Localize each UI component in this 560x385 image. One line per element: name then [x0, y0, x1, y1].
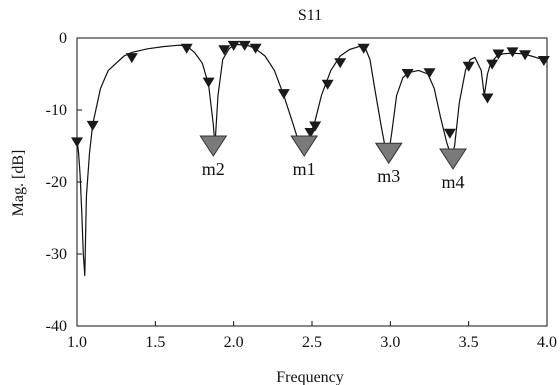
small-marker [423, 68, 436, 79]
small-marker [238, 40, 251, 51]
small-marker [537, 56, 550, 67]
small-markers [71, 40, 550, 148]
x-tick-label: 2.5 [302, 334, 322, 351]
small-marker [125, 53, 138, 64]
small-marker [277, 89, 290, 100]
small-marker [180, 43, 193, 54]
marker-m2 [199, 135, 228, 157]
marker-m3 [374, 142, 403, 165]
plot-frame [76, 37, 548, 327]
small-marker [443, 128, 456, 139]
x-tick-label: 4.0 [537, 334, 557, 351]
x-axis-title: Frequency [276, 369, 344, 385]
small-marker [481, 93, 494, 104]
small-marker [202, 77, 215, 88]
small-marker [357, 43, 370, 54]
x-tick-label: 3.0 [380, 334, 400, 351]
small-marker [486, 59, 499, 70]
small-marker [304, 128, 317, 139]
marker-label-m4: m4 [441, 172, 464, 192]
y-tick-label: -40 [46, 318, 67, 335]
marker-m4 [439, 148, 467, 170]
small-marker [218, 45, 231, 56]
small-marker [86, 120, 99, 131]
small-marker [334, 58, 347, 69]
chart-title: S11 [298, 7, 322, 24]
x-tick-label: 2.0 [224, 334, 244, 351]
small-marker [249, 43, 262, 54]
big-markers: m2 m1 m3 m4 [199, 135, 467, 192]
small-marker [462, 61, 475, 72]
small-marker [401, 69, 414, 79]
plot-border [76, 37, 548, 327]
small-marker [492, 49, 505, 60]
small-marker [227, 40, 240, 51]
x-axis-ticks: 1.0 1.5 2.0 2.5 3.0 3.5 4.0 [67, 321, 557, 351]
x-tick-label: 1.0 [67, 334, 87, 351]
y-tick-label: -10 [46, 102, 67, 119]
marker-label-m1: m1 [293, 159, 316, 179]
marker-label-m2: m2 [202, 159, 225, 179]
y-tick-label: -20 [46, 174, 67, 191]
marker-label-m3: m3 [377, 166, 400, 186]
small-marker [519, 50, 532, 61]
x-tick-label: 1.5 [145, 334, 165, 351]
y-axis-title: Mag. [dB] [10, 150, 27, 217]
y-tick-label: 0 [59, 30, 67, 47]
small-marker [309, 121, 322, 132]
x-tick-label: 3.5 [459, 334, 479, 351]
small-marker [506, 47, 519, 58]
y-tick-label: -30 [46, 246, 67, 263]
small-marker [71, 137, 83, 148]
marker-m1 [290, 135, 319, 157]
small-marker [321, 79, 334, 90]
y-axis-ticks: 0 -10 -20 -30 -40 [46, 30, 82, 335]
